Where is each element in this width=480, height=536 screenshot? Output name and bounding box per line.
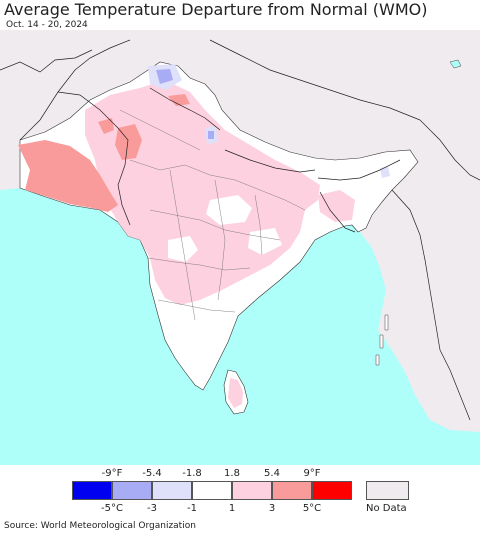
strong-warm-anomaly-region bbox=[168, 94, 190, 106]
moderate-cool-anomaly-region bbox=[208, 131, 214, 139]
fahrenheit-label: -1.8 bbox=[182, 468, 202, 479]
temperature-map bbox=[0, 30, 480, 465]
legend-swatch bbox=[232, 481, 272, 500]
date-range: Oct. 14 - 20, 2024 bbox=[6, 20, 88, 30]
legend-swatch bbox=[112, 481, 152, 500]
source-credit: Source: World Meteorological Organizatio… bbox=[4, 521, 196, 531]
ocean bbox=[0, 188, 480, 465]
near-normal-patch bbox=[206, 195, 252, 225]
celsius-label: -5°C bbox=[101, 503, 123, 514]
celsius-label: 3 bbox=[268, 503, 276, 514]
map-title: Average Temperature Departure from Norma… bbox=[4, 0, 428, 19]
fahrenheit-label: -5.4 bbox=[142, 468, 162, 479]
celsius-label: 5°C bbox=[302, 503, 322, 514]
no-data-label: No Data bbox=[366, 503, 407, 514]
legend-swatch bbox=[312, 481, 352, 500]
near-normal-patch bbox=[248, 228, 282, 255]
legend-swatch bbox=[152, 481, 192, 500]
sri-lanka-warm bbox=[228, 378, 243, 408]
celsius-label: -3 bbox=[147, 503, 157, 514]
legend-swatch bbox=[272, 481, 312, 500]
fahrenheit-label: 1.8 bbox=[224, 468, 240, 479]
no-data-swatch bbox=[366, 481, 409, 500]
moderate-cool-anomaly-region bbox=[156, 69, 173, 84]
celsius-label: 1 bbox=[228, 503, 236, 514]
country-borders bbox=[0, 39, 480, 421]
bangladesh-warm bbox=[318, 190, 355, 222]
color-legend: -9°F -5.4 -1.8 1.8 5.4 9°F -5°C -3 -1 1 … bbox=[0, 465, 480, 520]
celsius-label: -1 bbox=[187, 503, 197, 514]
strong-warm-anomaly-region bbox=[18, 140, 118, 212]
state-borders bbox=[119, 109, 306, 321]
andaman-islands bbox=[375, 314, 389, 366]
lake bbox=[449, 59, 462, 69]
legend-swatch bbox=[72, 481, 112, 500]
fahrenheit-label: 5.4 bbox=[264, 468, 280, 479]
fahrenheit-label: 9°F bbox=[303, 468, 321, 479]
fahrenheit-label: -9°F bbox=[101, 468, 123, 479]
legend-swatch bbox=[192, 481, 232, 500]
strong-warm-anomaly-region bbox=[98, 118, 114, 134]
